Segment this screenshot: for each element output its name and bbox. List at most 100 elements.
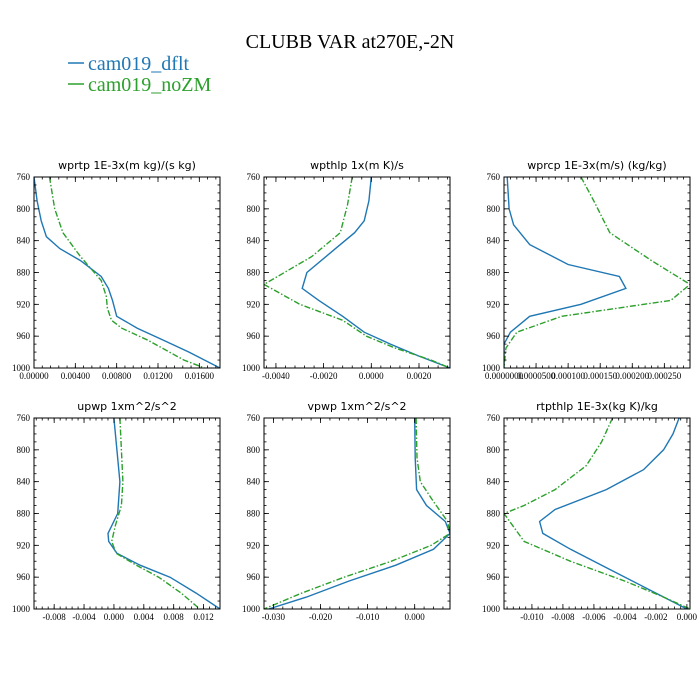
y-tick-label: 840 bbox=[247, 236, 261, 246]
x-tick-label: 0.008 bbox=[164, 612, 185, 622]
y-tick-label: 1000 bbox=[482, 604, 501, 614]
series-line-cam019-dflt bbox=[538, 418, 688, 609]
panel-title: vpwp 1xm^2/s^2 bbox=[307, 400, 406, 413]
legend-label-cam019-dflt: cam019_dflt bbox=[88, 53, 190, 75]
x-tick-label: -0.008 bbox=[43, 612, 67, 622]
series-line-cam019-nozm bbox=[264, 418, 450, 609]
plot-frame bbox=[503, 417, 691, 610]
plot-frame bbox=[503, 176, 691, 369]
x-tick-label: -0.030 bbox=[262, 612, 286, 622]
x-tick-label: 0.000250 bbox=[647, 371, 681, 381]
y-tick-label: 960 bbox=[247, 331, 261, 341]
y-tick-label: 920 bbox=[487, 540, 501, 550]
x-tick-label: -0.004 bbox=[613, 612, 637, 622]
y-tick-label: 920 bbox=[17, 299, 31, 309]
x-tick-label: 0.012 bbox=[193, 612, 213, 622]
panel-5: vpwp 1xm^2/s^27608008408809209601000-0.0… bbox=[242, 400, 451, 622]
y-tick-label: 800 bbox=[247, 204, 261, 214]
x-tick-label: 0.000 bbox=[677, 612, 698, 622]
x-tick-label: 0.000100 bbox=[551, 371, 585, 381]
y-tick-label: 760 bbox=[17, 172, 31, 182]
y-tick-label: 800 bbox=[17, 445, 31, 455]
y-tick-label: 800 bbox=[487, 445, 501, 455]
y-tick-label: 760 bbox=[487, 172, 501, 182]
chart-panels: wprtp 1E-3x(m kg)/(s kg) 760 800 840 880 920 9… bbox=[12, 159, 698, 622]
x-tick-label: 0.00400 bbox=[61, 371, 91, 381]
series-line-cam019-dflt bbox=[107, 418, 220, 609]
x-tick-label: 0.00800 bbox=[102, 371, 132, 381]
plot-frame bbox=[33, 176, 221, 369]
y-tick-label: 840 bbox=[17, 477, 31, 487]
y-tick-label: 760 bbox=[17, 413, 31, 423]
x-tick-label: -0.010 bbox=[520, 612, 544, 622]
y-tick-label: 1000 bbox=[12, 363, 31, 373]
figure-title: CLUBB VAR at270E,-2N bbox=[246, 31, 455, 53]
y-tick-label: 840 bbox=[17, 236, 31, 246]
y-tick-label: 1000 bbox=[242, 604, 261, 614]
panel-2: wpthlp 1x(m K)/s 760 800 840 880 920 960 1000-0… bbox=[242, 159, 451, 381]
x-tick-label: 0.004 bbox=[134, 612, 155, 622]
x-tick-label: 0.000 bbox=[104, 612, 125, 622]
plot-frame bbox=[263, 417, 451, 610]
y-tick-label: 920 bbox=[17, 540, 31, 550]
panel-3: wprcp 1E-3x(m/s) (kg/kg) 760 800 840 880 920 9… bbox=[482, 159, 691, 381]
x-tick-label: -0.002 bbox=[644, 612, 667, 622]
panel-title: wprcp 1E-3x(m/s) (kg/kg) bbox=[527, 159, 666, 172]
series-line-cam019-dflt bbox=[301, 177, 450, 368]
x-tick-label: -0.0040 bbox=[262, 371, 290, 381]
y-tick-label: 880 bbox=[487, 268, 501, 278]
y-tick-label: 800 bbox=[247, 445, 261, 455]
y-tick-label: 880 bbox=[247, 268, 261, 278]
y-tick-label: 800 bbox=[487, 204, 501, 214]
x-tick-label: 0.0000000 bbox=[485, 371, 524, 381]
panel-title: wpthlp 1x(m K)/s bbox=[310, 159, 404, 172]
x-tick-label: 0.000 bbox=[405, 612, 426, 622]
x-tick-label: -0.008 bbox=[551, 612, 575, 622]
y-tick-label: 800 bbox=[17, 204, 31, 214]
y-tick-label: 920 bbox=[247, 540, 261, 550]
y-tick-label: 960 bbox=[17, 572, 31, 582]
panel-1: wprtp 1E-3x(m kg)/(s kg) 760 800 840 880 920 9… bbox=[12, 159, 221, 381]
x-tick-label: -0.020 bbox=[309, 612, 333, 622]
x-tick-label: 0.00000 bbox=[19, 371, 49, 381]
y-tick-label: 1000 bbox=[242, 363, 261, 373]
y-tick-label: 880 bbox=[247, 509, 261, 519]
x-tick-label: 0.000150 bbox=[583, 371, 617, 381]
y-tick-label: 960 bbox=[247, 572, 261, 582]
panel-4: upwp 1xm^2/s^2 760 800 840 880 920 960 1000 -0.0… bbox=[12, 400, 221, 622]
x-tick-label: -0.004 bbox=[72, 612, 96, 622]
series-line-cam019-nozm bbox=[264, 177, 450, 368]
series-line-cam019-dflt bbox=[34, 177, 220, 368]
legend: cam019_dflt cam019_noZM bbox=[68, 53, 212, 96]
series-line-cam019-nozm bbox=[48, 177, 205, 368]
panel-title: wprtp 1E-3x(m kg)/(s kg) bbox=[58, 159, 196, 172]
y-tick-label: 880 bbox=[17, 509, 31, 519]
series-line-cam019-nozm bbox=[504, 418, 690, 609]
legend-label-cam019-nozm: cam019_noZM bbox=[88, 74, 212, 96]
x-tick-label: 0.0020 bbox=[407, 371, 432, 381]
series-line-cam019-nozm bbox=[504, 177, 690, 368]
y-tick-label: 840 bbox=[247, 477, 261, 487]
x-tick-label: 0.0000500 bbox=[517, 371, 556, 381]
panel-title: rtpthlp 1E-3x(kg K)/kg bbox=[536, 400, 658, 413]
y-tick-label: 760 bbox=[487, 413, 501, 423]
x-tick-label: 0.01600 bbox=[185, 371, 215, 381]
x-tick-label: 0.0000 bbox=[359, 371, 384, 381]
x-tick-label: -0.006 bbox=[582, 612, 606, 622]
y-tick-label: 960 bbox=[17, 331, 31, 341]
y-tick-label: 920 bbox=[487, 299, 501, 309]
plot-frame bbox=[263, 176, 451, 369]
panel-title: upwp 1xm^2/s^2 bbox=[77, 400, 177, 413]
y-tick-label: 760 bbox=[247, 413, 261, 423]
y-tick-label: 1000 bbox=[12, 604, 31, 614]
y-tick-label: 960 bbox=[487, 572, 501, 582]
y-tick-label: 880 bbox=[17, 268, 31, 278]
y-tick-label: 1000 bbox=[482, 363, 501, 373]
y-tick-label: 840 bbox=[487, 477, 501, 487]
plot-frame bbox=[33, 417, 221, 610]
y-tick-label: 760 bbox=[247, 172, 261, 182]
y-tick-label: 920 bbox=[247, 299, 261, 309]
y-tick-label: 880 bbox=[487, 509, 501, 519]
x-tick-label: 0.01200 bbox=[143, 371, 173, 381]
